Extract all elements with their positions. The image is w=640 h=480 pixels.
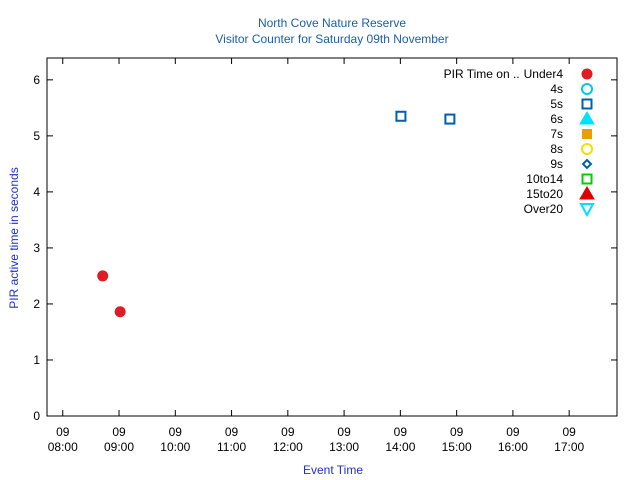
y-tick-label: 0: [33, 409, 40, 423]
y-tick-label: 2: [33, 297, 40, 311]
x-tick-label: 09 16:00: [498, 425, 528, 454]
chart-title: North Cove Nature Reserve: [258, 16, 406, 30]
legend-label: 5s: [550, 97, 563, 111]
x-tick-label: 09 11:00: [217, 425, 246, 454]
legend-label: 15to20: [526, 187, 563, 201]
legend-title: PIR Time on ..: [444, 67, 520, 81]
y-tick-label: 1: [33, 353, 40, 367]
plot-frame: [46, 57, 618, 417]
chart-subtitle: Visitor Counter for Saturday 09th Novemb…: [215, 32, 448, 46]
x-axis-label: Event Time: [303, 463, 363, 477]
point: [114, 306, 126, 318]
y-tick-label: 3: [33, 241, 40, 255]
point: [97, 270, 109, 282]
legend-marker: [579, 203, 595, 218]
legend-label: 10to14: [526, 172, 563, 186]
legend-marker: [581, 98, 593, 110]
y-tick-label: 6: [33, 73, 40, 87]
legend-label: 9s: [550, 157, 563, 171]
legend-marker: [581, 83, 593, 95]
legend-label: Under4: [524, 67, 564, 81]
x-tick-label: 09 08:00: [48, 425, 78, 454]
x-tick-label: 09 09:00: [104, 425, 134, 454]
legend-marker: [581, 143, 593, 155]
y-tick-label: 4: [33, 185, 40, 199]
legend-marker: [582, 129, 592, 139]
x-tick-label: 09 14:00: [385, 425, 415, 454]
x-tick-label: 09 15:00: [442, 425, 472, 454]
legend-label: 6s: [550, 112, 563, 126]
point: [395, 110, 407, 122]
x-tick-label: 09 13:00: [329, 425, 359, 454]
legend-label: 4s: [550, 82, 563, 96]
legend-label: 7s: [550, 127, 563, 141]
y-axis-label: PIR active time in seconds: [7, 167, 21, 308]
legend-label: Over20: [524, 202, 564, 216]
legend-marker: [581, 173, 593, 185]
y-tick-label: 5: [33, 129, 40, 143]
legend-marker: [581, 68, 593, 80]
legend-marker: [579, 186, 595, 200]
legend-label: 8s: [550, 142, 563, 156]
legend-marker: [579, 111, 595, 125]
x-tick-label: 09 12:00: [273, 425, 303, 454]
x-tick-label: 09 17:00: [554, 425, 584, 454]
x-tick-label: 09 10:00: [160, 425, 190, 454]
legend-marker: [581, 158, 593, 170]
point: [444, 113, 456, 125]
